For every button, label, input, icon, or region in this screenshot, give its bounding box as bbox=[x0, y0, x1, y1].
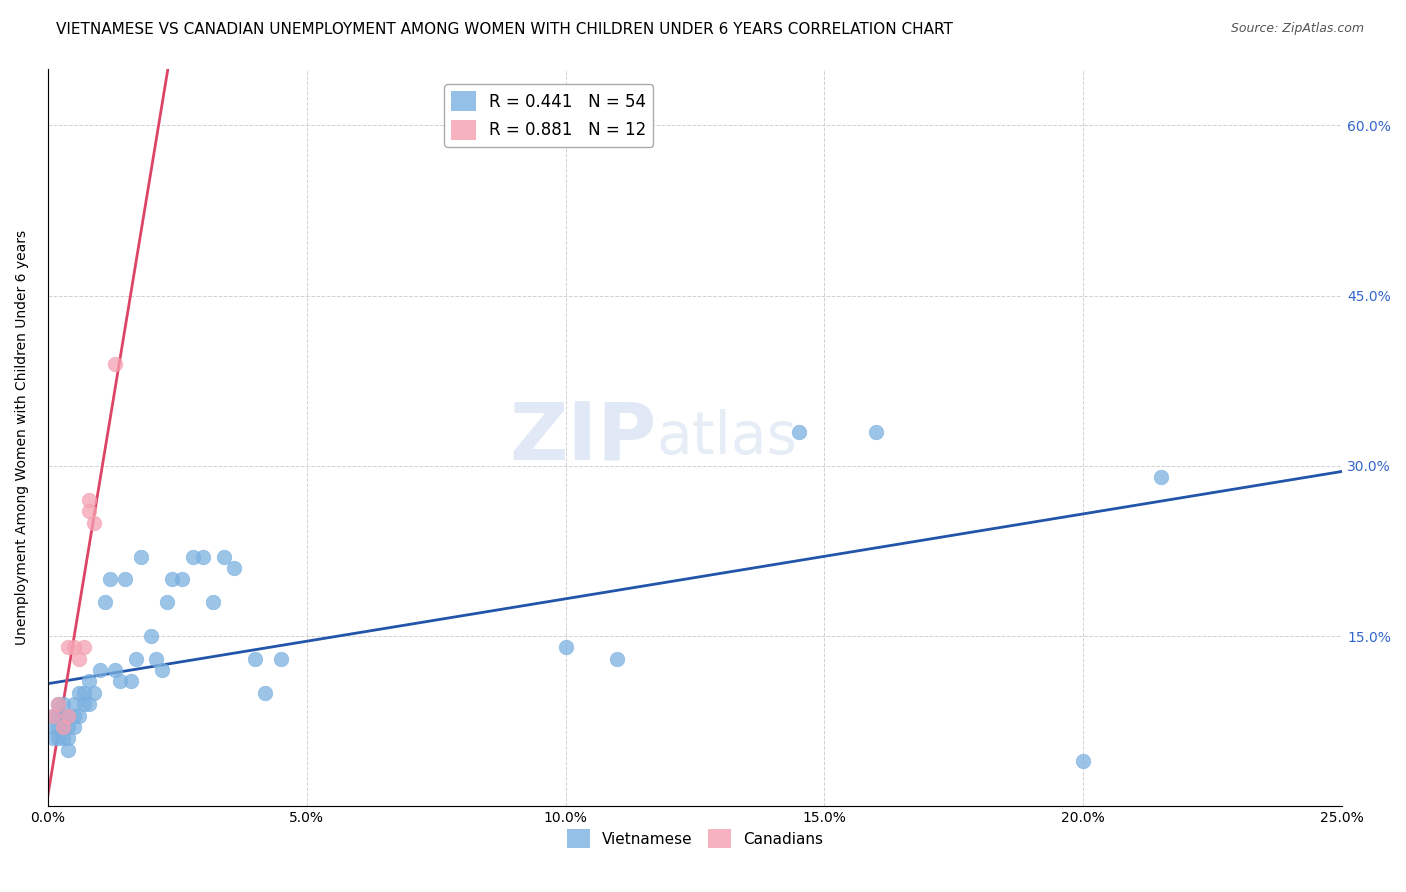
Point bbox=[46, 708, 69, 723]
Point bbox=[202, 595, 225, 609]
Point bbox=[52, 720, 75, 734]
Point bbox=[110, 674, 132, 689]
Point bbox=[554, 640, 576, 655]
Text: atlas: atlas bbox=[657, 409, 797, 466]
Point bbox=[191, 549, 214, 564]
Point bbox=[58, 720, 80, 734]
Point bbox=[52, 731, 75, 746]
Point bbox=[62, 720, 84, 734]
Point bbox=[120, 674, 142, 689]
Point bbox=[172, 572, 194, 586]
Y-axis label: Unemployment Among Women with Children Under 6 years: Unemployment Among Women with Children U… bbox=[15, 230, 30, 645]
Point bbox=[52, 697, 75, 711]
Point bbox=[46, 731, 69, 746]
Point bbox=[129, 549, 152, 564]
Point bbox=[141, 629, 163, 643]
Point bbox=[104, 663, 127, 677]
Point bbox=[254, 686, 277, 700]
Point bbox=[62, 640, 84, 655]
Point bbox=[73, 697, 96, 711]
Point bbox=[58, 708, 80, 723]
Point bbox=[224, 561, 246, 575]
Point bbox=[1073, 754, 1095, 768]
Point bbox=[67, 652, 90, 666]
Point bbox=[181, 549, 204, 564]
Point bbox=[93, 595, 115, 609]
Point bbox=[42, 731, 65, 746]
Point bbox=[58, 708, 80, 723]
Point bbox=[52, 708, 75, 723]
Text: ZIP: ZIP bbox=[509, 399, 657, 476]
Point bbox=[58, 731, 80, 746]
Point bbox=[125, 652, 148, 666]
Point bbox=[606, 652, 628, 666]
Point bbox=[77, 697, 100, 711]
Point bbox=[42, 708, 65, 723]
Point bbox=[46, 697, 69, 711]
Point bbox=[156, 595, 179, 609]
Point bbox=[46, 697, 69, 711]
Point bbox=[42, 720, 65, 734]
Point bbox=[98, 572, 121, 586]
Legend: Vietnamese, Canadians: Vietnamese, Canadians bbox=[561, 823, 830, 854]
Point bbox=[212, 549, 235, 564]
Point bbox=[270, 652, 292, 666]
Point bbox=[73, 640, 96, 655]
Point bbox=[73, 686, 96, 700]
Point bbox=[1150, 470, 1173, 484]
Point bbox=[83, 686, 105, 700]
Point bbox=[62, 697, 84, 711]
Point bbox=[77, 492, 100, 507]
Text: VIETNAMESE VS CANADIAN UNEMPLOYMENT AMONG WOMEN WITH CHILDREN UNDER 6 YEARS CORR: VIETNAMESE VS CANADIAN UNEMPLOYMENT AMON… bbox=[56, 22, 953, 37]
Point bbox=[62, 708, 84, 723]
Point bbox=[89, 663, 111, 677]
Text: Source: ZipAtlas.com: Source: ZipAtlas.com bbox=[1230, 22, 1364, 36]
Point bbox=[150, 663, 173, 677]
Point bbox=[42, 708, 65, 723]
Point bbox=[67, 686, 90, 700]
Point bbox=[104, 357, 127, 371]
Point bbox=[46, 720, 69, 734]
Point bbox=[58, 640, 80, 655]
Point bbox=[77, 674, 100, 689]
Point bbox=[58, 742, 80, 756]
Point bbox=[83, 516, 105, 530]
Point bbox=[865, 425, 887, 439]
Point bbox=[77, 504, 100, 518]
Point bbox=[114, 572, 136, 586]
Point bbox=[160, 572, 183, 586]
Point bbox=[145, 652, 167, 666]
Point bbox=[67, 708, 90, 723]
Point bbox=[52, 720, 75, 734]
Point bbox=[787, 425, 810, 439]
Point bbox=[243, 652, 266, 666]
